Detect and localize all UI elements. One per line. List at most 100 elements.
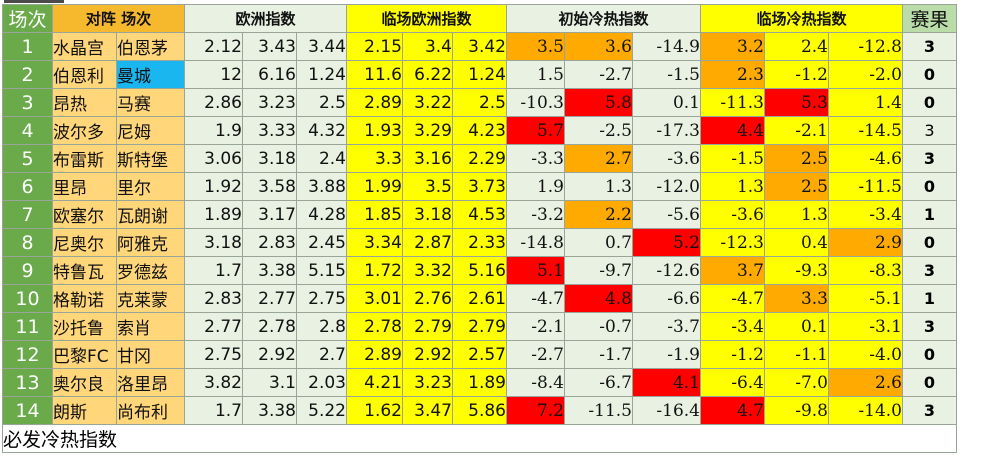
- lc-cold-cell: 0.4: [764, 228, 829, 257]
- lc-cold-cell: -7.0: [764, 368, 829, 397]
- lc-euro-odds-cell: 2.79: [402, 312, 453, 341]
- row-index: 1: [2, 32, 53, 61]
- home-team: 尼奥尔: [52, 228, 117, 257]
- table-row: 3 昂热 马赛 2.86 3.23 2.5 2.89 3.22 2.5 -10.3 5.8 0.1 -1…: [2, 88, 957, 117]
- init-cold-cell: 3.5: [506, 32, 565, 61]
- away-team: 马赛: [116, 88, 185, 117]
- lc-cold-cell: -1.2: [764, 60, 829, 89]
- table-row: 8 尼奥尔 阿雅克 3.18 2.83 2.45 3.34 2.87 2.33 -14.8 0.7 5…: [2, 228, 957, 257]
- lc-cold-cell: 4.7: [700, 396, 765, 425]
- table-row: 4 波尔多 尼姆 1.9 3.33 4.32 1.93 3.29 4.23 5.7 -2.5 -17.…: [2, 116, 957, 145]
- init-cold-cell: 5.8: [564, 88, 633, 117]
- init-cold-cell: -5.6: [632, 200, 701, 229]
- init-cold-cell: -1.5: [632, 60, 701, 89]
- row-index: 3: [2, 88, 53, 117]
- lc-euro-odds-cell: 1.62: [346, 396, 403, 425]
- lc-cold-cell: -9.3: [764, 256, 829, 285]
- init-cold-cell: 4.1: [632, 368, 701, 397]
- init-cold-cell: -2.7: [506, 340, 565, 369]
- init-cold-cell: -16.4: [632, 396, 701, 425]
- lc-euro-odds-cell: 2.89: [346, 88, 403, 117]
- euro-odds-cell: 2.77: [242, 284, 297, 313]
- euro-odds-cell: 1.7: [184, 256, 243, 285]
- lc-cold-cell: -12.3: [700, 228, 765, 257]
- euro-odds-cell: 2.78: [242, 312, 297, 341]
- euro-odds-cell: 3.88: [296, 172, 347, 201]
- lc-euro-odds-cell: 1.93: [346, 116, 403, 145]
- row-index: 4: [2, 116, 53, 145]
- lc-cold-cell: 2.5: [764, 144, 829, 173]
- row-index: 10: [2, 284, 53, 313]
- lc-cold-cell: -1.1: [764, 340, 829, 369]
- init-cold-cell: 7.2: [506, 396, 565, 425]
- init-cold-cell: -17.3: [632, 116, 701, 145]
- lc-cold-cell: -12.8: [828, 32, 903, 61]
- init-cold-cell: 1.9: [506, 172, 565, 201]
- init-cold-cell: -6.7: [564, 368, 633, 397]
- away-team: 克莱蒙: [116, 284, 185, 313]
- init-cold-cell: 1.5: [506, 60, 565, 89]
- init-cold-cell: -11.5: [564, 396, 633, 425]
- euro-odds-cell: 2.83: [242, 228, 297, 257]
- lc-euro-odds-cell: 3.23: [402, 368, 453, 397]
- euro-odds-cell: 1.24: [296, 60, 347, 89]
- lc-cold-cell: -3.6: [700, 200, 765, 229]
- result-cell: 0: [902, 88, 957, 117]
- init-cold-cell: -3.2: [506, 200, 565, 229]
- lc-euro-odds-cell: 2.57: [452, 340, 507, 369]
- init-cold-cell: -3.6: [632, 144, 701, 173]
- euro-odds-cell: 2.12: [184, 32, 243, 61]
- result-cell: 1: [902, 284, 957, 313]
- home-team: 巴黎FC: [52, 340, 117, 369]
- lc-cold-cell: 2.5: [764, 172, 829, 201]
- init-cold-cell: -1.7: [564, 340, 633, 369]
- init-cold-cell: -10.3: [506, 88, 565, 117]
- away-team: 伯恩茅: [116, 32, 185, 61]
- lc-euro-odds-cell: 3.73: [452, 172, 507, 201]
- lc-cold-cell: 3.7: [700, 256, 765, 285]
- home-team: 欧塞尔: [52, 200, 117, 229]
- result-cell: 3: [902, 32, 957, 61]
- euro-odds-cell: 3.38: [242, 396, 297, 425]
- top-mark: [4, 0, 64, 3]
- table-row: 6 里昂 里尔 1.92 3.58 3.88 1.99 3.5 3.73 1.9 1.3 -12.0 1…: [2, 172, 957, 201]
- home-team: 布雷斯: [52, 144, 117, 173]
- euro-odds-cell: 2.86: [184, 88, 243, 117]
- lc-euro-odds-cell: 3.34: [346, 228, 403, 257]
- lc-euro-odds-cell: 3.3: [346, 144, 403, 173]
- header-lc-cold: 临场冷热指数: [700, 4, 903, 33]
- lc-cold-cell: 4.4: [700, 116, 765, 145]
- lc-euro-odds-cell: 3.4: [402, 32, 453, 61]
- lc-cold-cell: 3.2: [700, 32, 765, 61]
- table-row: 7 欧塞尔 瓦朗谢 1.89 3.17 4.28 1.85 3.18 4.53 -3.2 2.2 -5…: [2, 200, 957, 229]
- home-team: 格勒诺: [52, 284, 117, 313]
- lc-euro-odds-cell: 3.29: [402, 116, 453, 145]
- lc-cold-cell: 1.3: [764, 200, 829, 229]
- lc-cold-cell: -4.7: [700, 284, 765, 313]
- init-cold-cell: -12.6: [632, 256, 701, 285]
- row-index: 12: [2, 340, 53, 369]
- home-team: 伯恩利: [52, 60, 117, 89]
- lc-cold-cell: -4.6: [828, 144, 903, 173]
- lc-euro-odds-cell: 3.42: [452, 32, 507, 61]
- header-init-cold: 初始冷热指数: [506, 4, 701, 33]
- lc-euro-odds-cell: 4.23: [452, 116, 507, 145]
- euro-odds-cell: 3.18: [242, 144, 297, 173]
- lc-cold-cell: 3.3: [764, 284, 829, 313]
- home-team: 奥尔良: [52, 368, 117, 397]
- lc-euro-odds-cell: 3.47: [402, 396, 453, 425]
- euro-odds-cell: 2.03: [296, 368, 347, 397]
- row-index: 8: [2, 228, 53, 257]
- lc-euro-odds-cell: 3.01: [346, 284, 403, 313]
- away-team: 罗德兹: [116, 256, 185, 285]
- euro-odds-cell: 3.33: [242, 116, 297, 145]
- euro-odds-cell: 3.44: [296, 32, 347, 61]
- lc-cold-cell: -11.5: [828, 172, 903, 201]
- euro-odds-cell: 1.7: [184, 396, 243, 425]
- euro-odds-cell: 2.75: [184, 340, 243, 369]
- init-cold-cell: 5.2: [632, 228, 701, 257]
- lc-euro-odds-cell: 1.99: [346, 172, 403, 201]
- init-cold-cell: -0.7: [564, 312, 633, 341]
- init-cold-cell: 3.6: [564, 32, 633, 61]
